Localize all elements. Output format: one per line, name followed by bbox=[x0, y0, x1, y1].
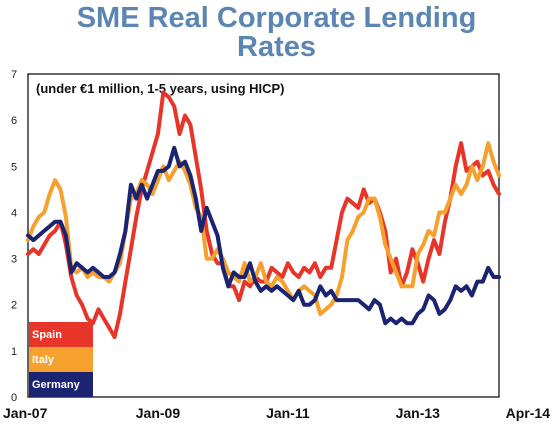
legend-swatch-italy bbox=[29, 347, 93, 372]
legend-label-italy: Italy bbox=[32, 354, 55, 366]
chart-title-line-2: Rates bbox=[237, 31, 316, 63]
y-tick-label: 3 bbox=[11, 254, 17, 266]
y-tick-label: 1 bbox=[11, 346, 17, 358]
y-tick-label: 6 bbox=[11, 115, 17, 127]
series-line-germany bbox=[26, 145, 501, 326]
x-tick-label: Jan-09 bbox=[136, 405, 181, 421]
series-lines bbox=[26, 90, 501, 339]
x-tick-label: Jan-13 bbox=[396, 405, 441, 421]
legend-swatch-germany bbox=[29, 372, 93, 397]
legend-swatch-spain bbox=[29, 322, 93, 347]
chart-subtitle: (under €1 million, 1-5 years, using HICP… bbox=[36, 81, 285, 96]
y-tick-label: 4 bbox=[11, 207, 17, 219]
y-tick-label: 2 bbox=[11, 300, 17, 312]
x-tick-label: Jan-11 bbox=[266, 405, 310, 421]
series-line-italy bbox=[26, 141, 501, 316]
y-tick-label: 5 bbox=[11, 161, 17, 173]
y-axis: 0 1 2 3 4 5 6 7 bbox=[11, 69, 17, 404]
y-tick-label: 0 bbox=[11, 392, 17, 404]
legend-label-germany: Germany bbox=[32, 379, 81, 391]
y-tick-label: 7 bbox=[11, 69, 17, 81]
x-tick-label: Apr-14 bbox=[506, 405, 551, 421]
legend: Spain Italy Germany bbox=[29, 322, 93, 397]
x-axis: Jan-07 Jan-09 Jan-11 Jan-13 Apr-14 bbox=[3, 405, 550, 421]
x-tick-label: Jan-07 bbox=[3, 405, 48, 421]
chart-title: SME Real Corporate Lending Rates bbox=[0, 4, 553, 62]
chart-title-line-1: SME Real Corporate Lending bbox=[76, 2, 477, 34]
legend-label-spain: Spain bbox=[32, 329, 62, 341]
series-line-spain bbox=[26, 90, 501, 339]
